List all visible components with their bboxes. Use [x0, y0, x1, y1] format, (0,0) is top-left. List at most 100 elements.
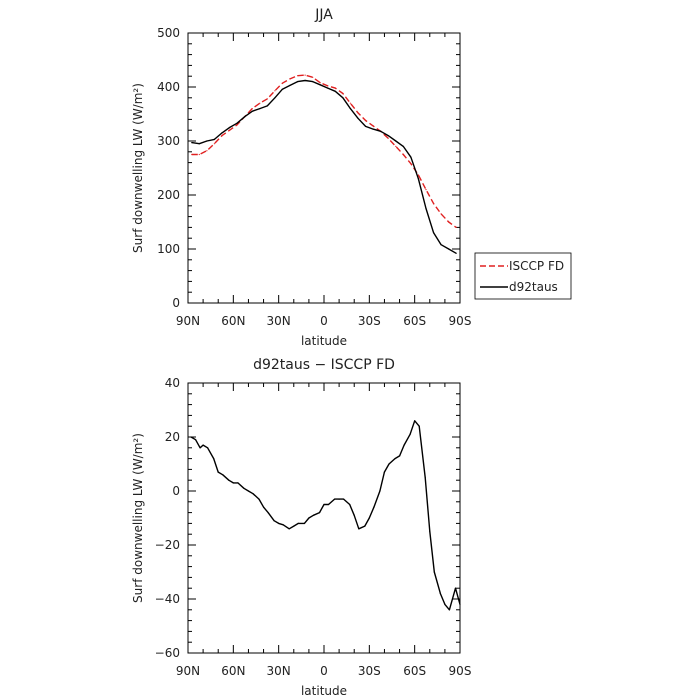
data-point	[338, 498, 340, 500]
y-tick-label: −40	[155, 592, 180, 606]
data-point	[213, 138, 215, 140]
data-point	[357, 112, 359, 114]
data-point	[334, 90, 336, 92]
data-point	[281, 88, 283, 90]
data-point	[207, 447, 209, 449]
x-tick-label: 30N	[267, 314, 291, 328]
data-point	[247, 490, 249, 492]
data-point	[395, 140, 397, 142]
data-point	[440, 244, 442, 246]
data-point	[342, 92, 344, 95]
data-point	[289, 84, 291, 86]
data-point	[402, 145, 404, 147]
data-point	[387, 135, 389, 137]
x-tick-label: 90S	[449, 664, 472, 678]
data-point	[342, 97, 344, 99]
data-point	[267, 511, 269, 514]
legend-box	[474, 252, 572, 300]
data-point	[273, 520, 275, 522]
data-point	[252, 493, 254, 495]
data-point	[440, 213, 442, 215]
data-point	[425, 207, 427, 210]
data-point	[228, 479, 230, 481]
data-point	[263, 506, 265, 508]
data-point	[202, 444, 204, 446]
chart-1: ISCCP FD d92taus	[187, 32, 572, 304]
x-tick-label: 0	[320, 314, 328, 328]
data-point	[195, 439, 197, 441]
data-point	[448, 248, 450, 250]
y-axis-label: Surf downwelling LW (W/m²)	[131, 433, 145, 603]
series-line-1	[190, 420, 461, 611]
data-point	[380, 130, 382, 132]
data-point	[372, 125, 374, 127]
data-point	[191, 142, 193, 144]
y-tick-label: 200	[157, 188, 180, 202]
data-point	[358, 528, 360, 530]
data-point	[364, 525, 366, 527]
data-point	[274, 97, 276, 99]
x-tick-label: 90N	[176, 664, 200, 678]
data-point	[402, 153, 404, 156]
data-point	[282, 524, 284, 526]
data-point	[414, 420, 416, 422]
data-point	[444, 603, 446, 606]
data-point	[455, 252, 457, 254]
data-point	[259, 108, 261, 110]
data-point	[372, 128, 374, 130]
data-point	[409, 433, 411, 435]
data-point	[206, 140, 208, 142]
data-point	[297, 522, 299, 525]
data-point	[424, 476, 426, 479]
data-point	[297, 75, 299, 77]
data-point	[222, 474, 224, 476]
x-tick-label: 90S	[449, 314, 472, 328]
data-point	[373, 506, 375, 508]
data-point	[353, 514, 355, 516]
data-point	[303, 522, 305, 525]
data-point	[439, 593, 441, 595]
data-point	[334, 498, 336, 500]
data-point	[190, 436, 192, 438]
data-point	[327, 85, 329, 87]
data-point	[198, 143, 200, 145]
data-point	[221, 132, 223, 134]
data-point	[459, 603, 461, 606]
data-point	[433, 203, 435, 205]
data-point	[417, 178, 419, 180]
data-point	[365, 119, 367, 122]
x-tick-label: 30S	[358, 314, 381, 328]
data-point	[274, 90, 276, 92]
x-tick-label: 60N	[221, 664, 245, 678]
data-point	[266, 98, 268, 100]
series-line-2	[191, 79, 457, 254]
data-point	[425, 189, 427, 191]
data-point	[395, 145, 397, 147]
x-tick-label: 60S	[403, 314, 426, 328]
data-point	[379, 490, 381, 492]
data-point	[323, 503, 325, 506]
y-tick-label: 100	[157, 242, 180, 256]
data-point	[259, 102, 261, 104]
data-point	[399, 455, 401, 457]
x-tick-label: 0	[320, 664, 328, 678]
data-point	[281, 82, 283, 84]
y-tick-label: −20	[155, 538, 180, 552]
data-point	[304, 79, 306, 82]
data-point	[251, 108, 253, 110]
y-tick-label: 300	[157, 134, 180, 148]
legend: ISCCP FD d92taus	[474, 252, 572, 300]
data-point	[418, 425, 420, 427]
data-point	[236, 122, 238, 124]
data-point	[229, 129, 231, 131]
data-point	[278, 522, 280, 525]
data-point	[289, 78, 291, 80]
y-tick-label: 400	[157, 80, 180, 94]
data-point	[448, 609, 450, 611]
data-point	[454, 587, 457, 589]
x-tick-label: 30N	[267, 664, 291, 678]
legend-label-1: ISCCP FD	[509, 259, 564, 273]
plot-frame	[187, 32, 461, 304]
data-point	[213, 458, 215, 460]
data-point	[232, 482, 234, 484]
